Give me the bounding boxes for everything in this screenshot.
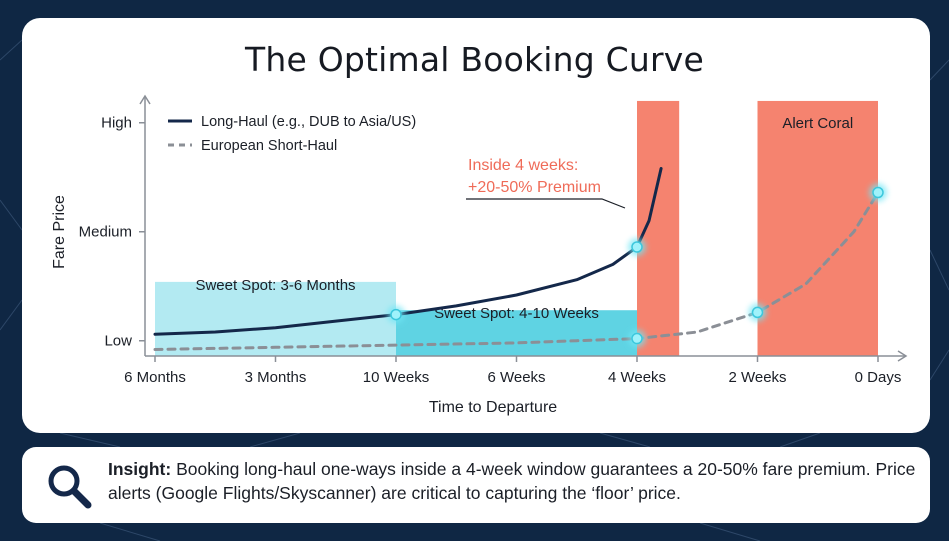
chart-title: The Optimal Booking Curve: [245, 40, 704, 79]
y-tick-label: Low: [104, 333, 132, 350]
region-2: [396, 310, 637, 356]
x-tick-label: 2 Weeks: [728, 369, 786, 386]
legend-label-short-haul: European Short-Haul: [201, 138, 337, 154]
booking-curve-chart: Sweet Spot: 3-6 Months Sweet Spot: 4-10 W…: [51, 94, 908, 416]
annotation-line-2: +20-50% Premium: [468, 179, 601, 196]
insight-box: Insight: Booking long-haul one-ways insi…: [22, 447, 930, 523]
magnifier-icon: [48, 465, 92, 509]
highlight-point: [631, 332, 643, 345]
region-3: [637, 100, 680, 356]
region-label-1: Sweet Spot: 3-6 Months: [195, 277, 355, 294]
x-tick-label: 10 Weeks: [363, 369, 429, 386]
insight-text: Insight: Booking long-haul one-ways insi…: [108, 457, 918, 505]
x-tick-label: 4 Weeks: [608, 369, 666, 386]
x-tick-label: 6 Weeks: [487, 369, 545, 386]
y-tick-label: High: [101, 115, 132, 132]
annotation-leader: [466, 198, 626, 209]
annotation-line-1: Inside 4 weeks:: [468, 157, 578, 174]
highlight-point: [390, 308, 402, 321]
insight-label: Insight:: [108, 459, 172, 479]
highlight-point: [631, 241, 643, 253]
legend-label-long-haul: Long-Haul (e.g., DUB to Asia/US): [201, 114, 416, 130]
x-axis-title: Time to Departure: [429, 399, 557, 416]
insight-body: Booking long-haul one-ways inside a 4-we…: [108, 459, 916, 503]
x-axis-arrow: [897, 350, 908, 362]
x-tick-label: 6 Months: [124, 369, 186, 386]
highlight-point: [751, 306, 764, 319]
region-label-2: Sweet Spot: 4-10 Weeks: [434, 305, 599, 322]
y-tick-label: Medium: [79, 224, 132, 241]
region-4: [757, 100, 878, 356]
x-tick-label: 0 Days: [855, 369, 902, 386]
region-label-4: Alert Coral: [782, 115, 853, 132]
highlight-point: [872, 186, 884, 199]
y-axis-arrow: [139, 94, 151, 105]
y-axis-title: Fare Price: [51, 195, 68, 269]
x-tick-label: 3 Months: [245, 369, 307, 386]
